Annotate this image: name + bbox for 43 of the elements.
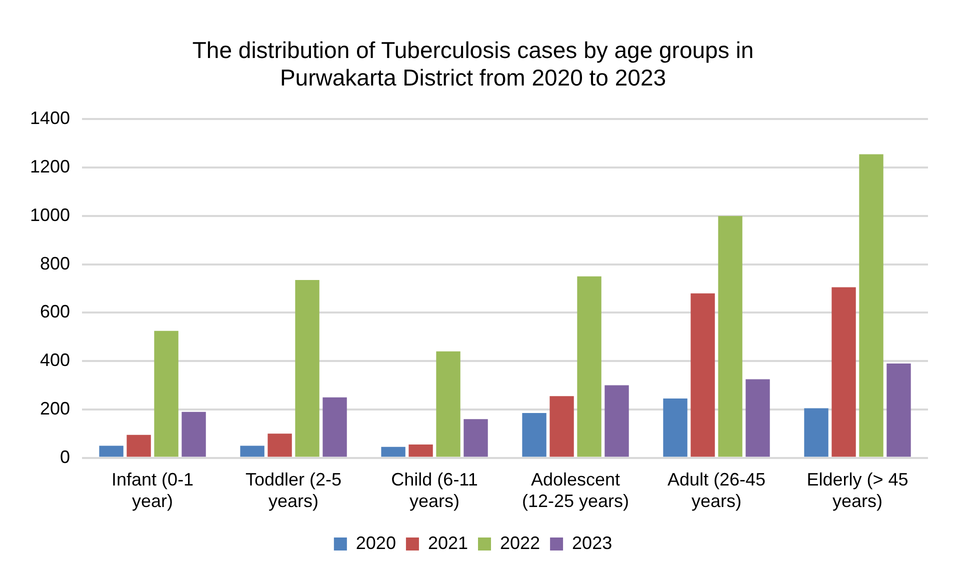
bar (436, 351, 460, 457)
bar (718, 216, 742, 457)
bar (99, 446, 124, 457)
bar (746, 379, 770, 457)
chart-title: The distribution of Tuberculosis cases by age groups in Purwakarta District from 2020 to 2023 (192, 37, 754, 91)
x-tick-label: Adolescent (12-25 years) (522, 470, 630, 512)
y-tick-label: 400 (40, 350, 70, 370)
bar (522, 413, 546, 457)
bar (804, 408, 828, 457)
bar (832, 287, 856, 457)
legend-label: 2023 (572, 532, 612, 553)
bar (690, 293, 715, 457)
bar (550, 396, 574, 457)
x-tick-label: Child (6-11 years) (391, 470, 478, 512)
bar (859, 154, 884, 457)
y-tick-label: 0 (60, 446, 70, 467)
bar (408, 444, 433, 457)
legend-label: 2022 (500, 532, 540, 553)
bar (464, 419, 488, 457)
bar (154, 330, 178, 457)
y-tick-label: 600 (40, 302, 70, 322)
x-tick-label: Toddler (2-5 years) (246, 470, 342, 512)
x-tick-label: Infant (0-1 year) (112, 470, 194, 512)
bar (240, 446, 264, 457)
y-tick-label: 200 (40, 398, 70, 418)
y-tick-label: 1000 (30, 204, 70, 225)
bar (268, 434, 292, 457)
bar (663, 398, 688, 457)
bar (322, 397, 347, 457)
y-tick-label: 800 (40, 253, 70, 274)
bar (577, 276, 602, 457)
bar (886, 363, 911, 457)
bar (126, 434, 151, 457)
y-tick-label: 1200 (30, 156, 70, 177)
x-tick-label: Elderly (> 45 years) (806, 470, 908, 512)
y-tick-label: 1400 (30, 108, 70, 128)
bar (604, 385, 629, 457)
x-tick-label: Adult (26-45 years) (667, 470, 766, 512)
bar (381, 446, 406, 457)
legend-label: 2021 (428, 532, 468, 553)
bar (295, 280, 320, 457)
legend-label: 2020 (356, 532, 396, 553)
bar (182, 412, 206, 457)
